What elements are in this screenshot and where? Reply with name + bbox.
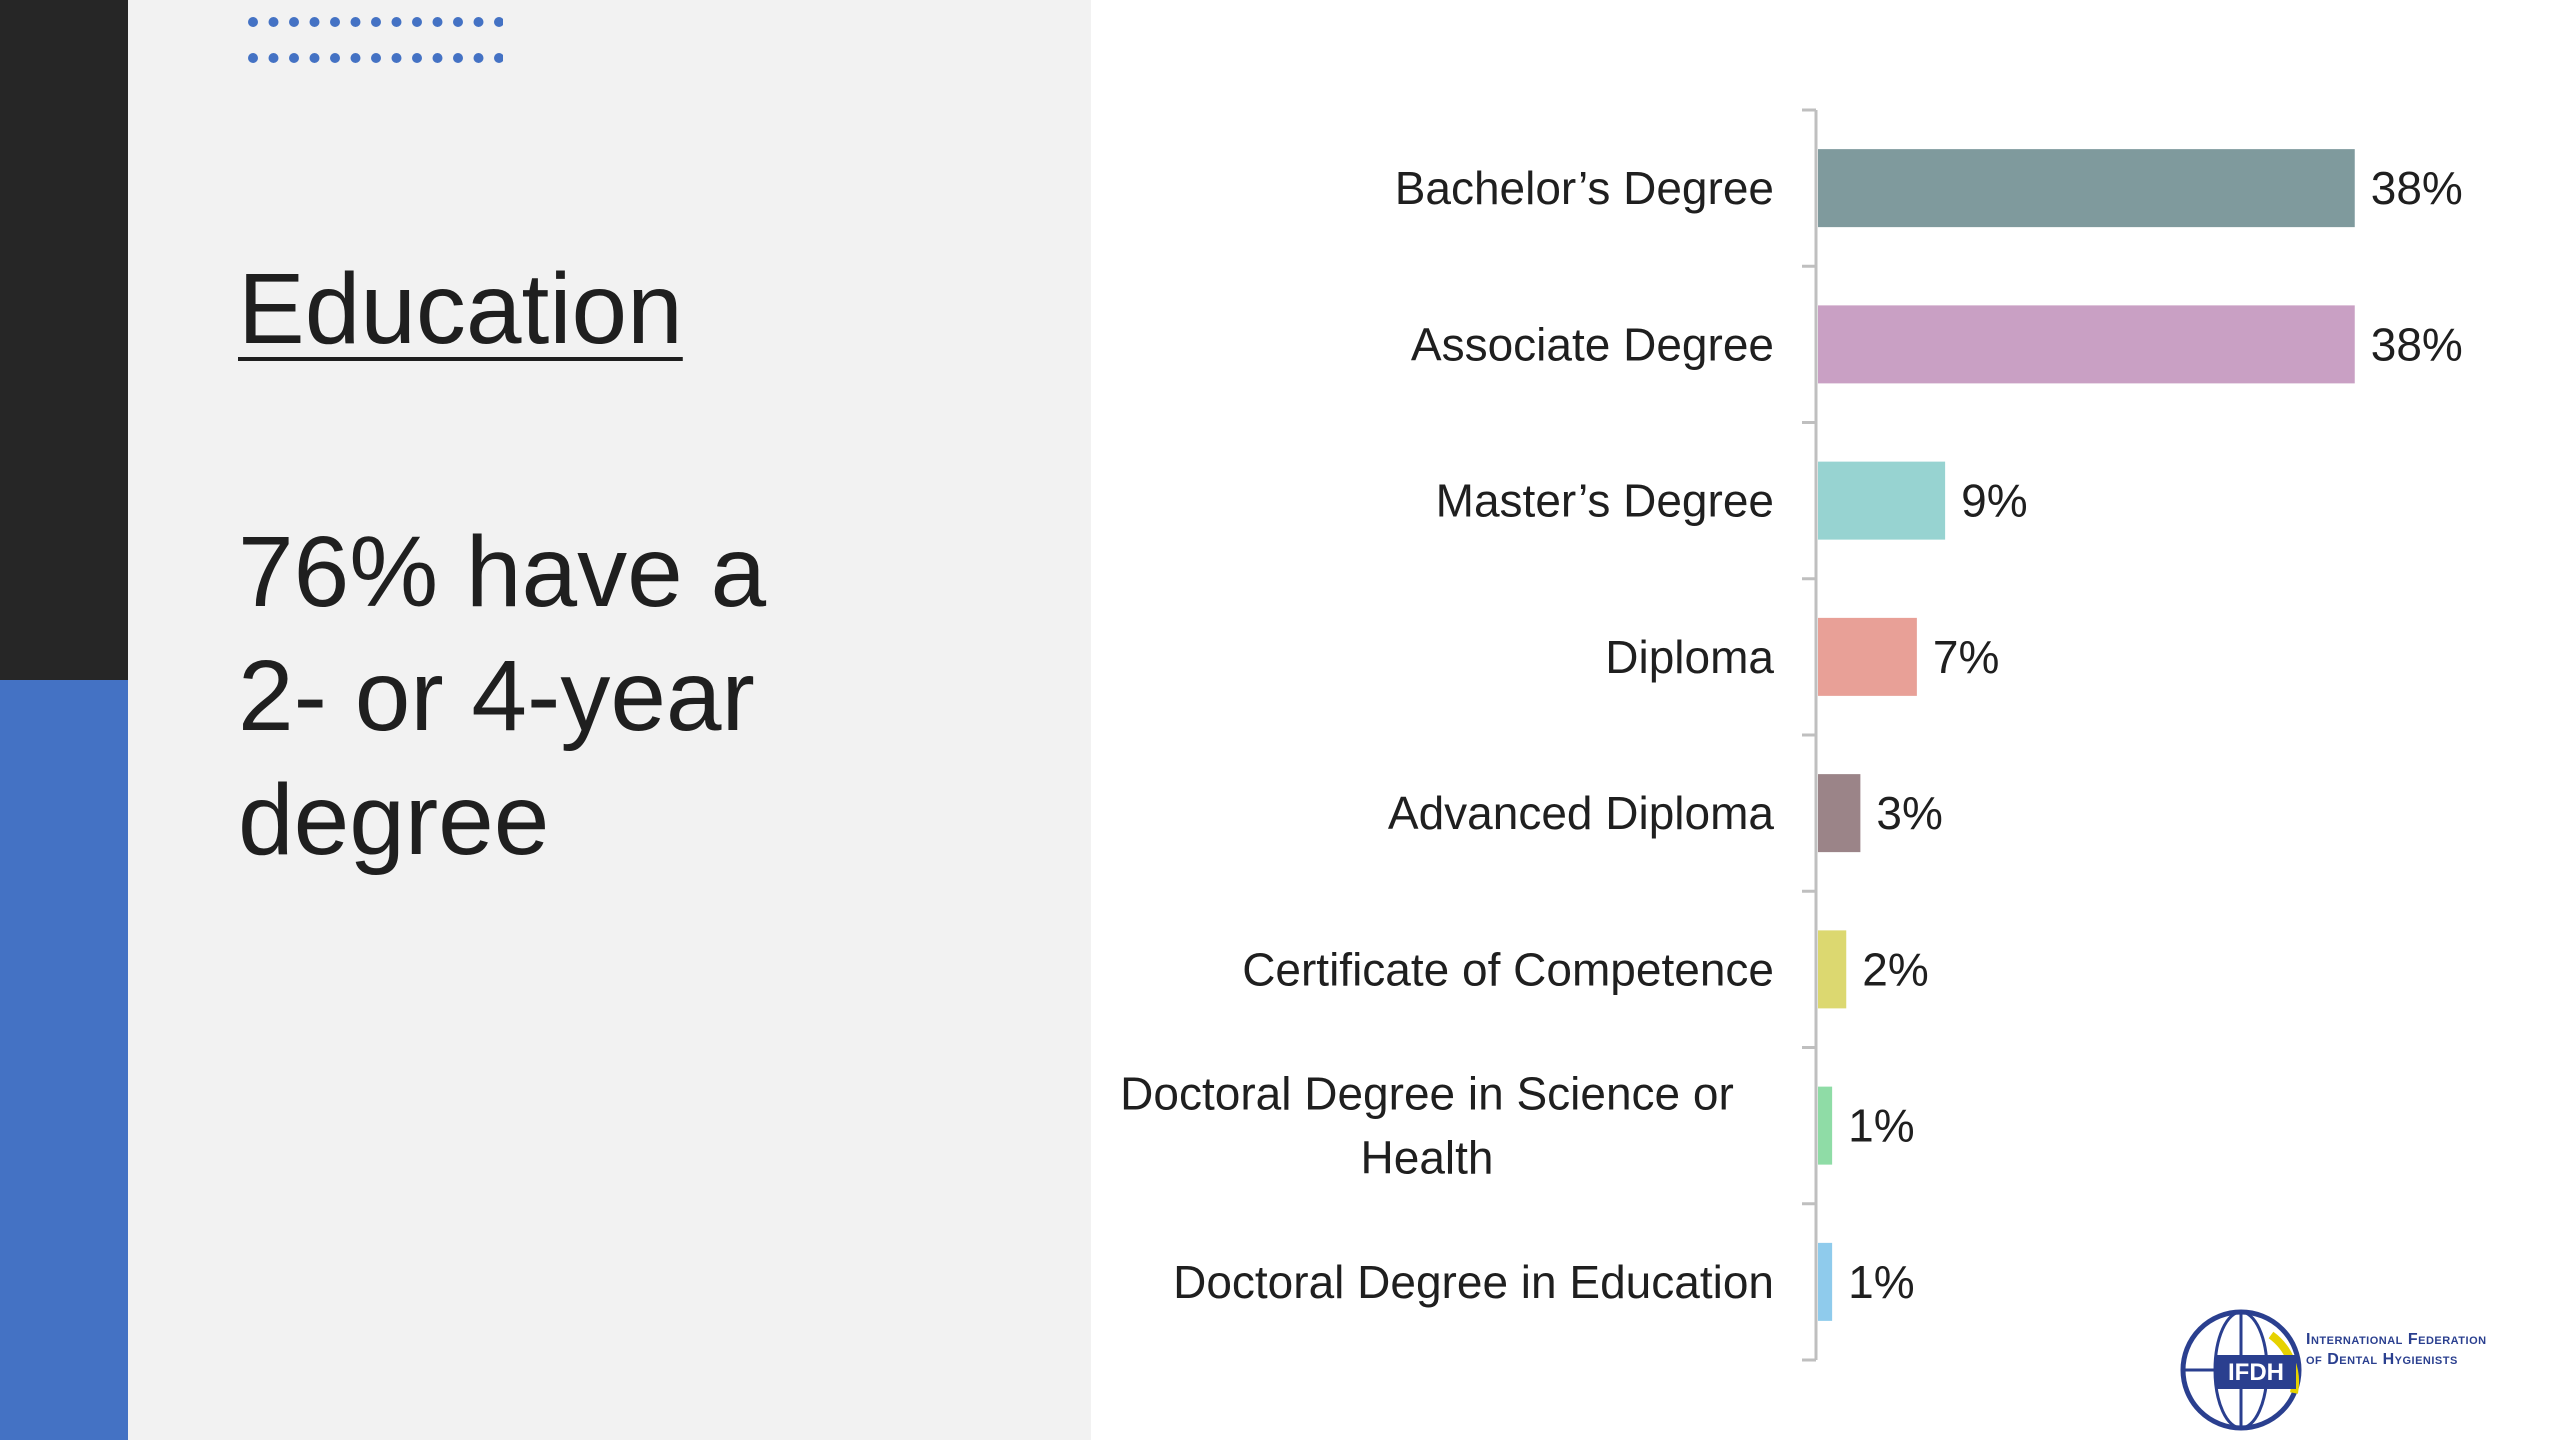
category-label: Doctoral Degree in Science or [1120, 1068, 1734, 1120]
decorative-dot [289, 17, 299, 27]
decorative-dot [453, 53, 463, 63]
subtitle-line: degree [238, 764, 550, 876]
category-label: Associate Degree [1411, 318, 1774, 370]
data-label: 1% [1848, 1100, 1914, 1152]
bar [1818, 1242, 1833, 1321]
logo-line-2: of Dental Hygienists [2306, 1351, 2458, 1368]
ifdh-logo: IFDH [2180, 1309, 2302, 1431]
decorative-dot [391, 53, 402, 63]
decorative-dot [412, 17, 422, 27]
decorative-dot [412, 53, 422, 63]
bar [1818, 305, 2355, 384]
decorative-dot [494, 53, 503, 63]
category-label: Health [1361, 1132, 1494, 1184]
decorative-dot [371, 17, 381, 27]
data-label: 38% [2371, 162, 2463, 214]
decorative-dot [494, 17, 503, 27]
logo-line-1: International Federation [2306, 1331, 2487, 1348]
category-label: Bachelor’s Degree [1395, 162, 1774, 214]
decorative-dot [350, 53, 361, 63]
decorative-dot [350, 17, 361, 27]
data-label: 1% [1848, 1256, 1914, 1308]
decorative-dot [309, 53, 320, 63]
decorative-dot [289, 53, 299, 63]
bar [1818, 149, 2355, 228]
category-label: Diploma [1605, 631, 1774, 683]
sidebar-dark-block [0, 0, 128, 680]
slide-title: Education [238, 253, 683, 365]
decorative-dot [453, 17, 463, 27]
data-label: 38% [2371, 318, 2463, 370]
sidebar-blue-block [0, 680, 128, 1440]
decorative-dot [391, 17, 402, 27]
decorative-dot [248, 53, 258, 63]
decorative-dot [330, 53, 340, 63]
category-label: Master’s Degree [1436, 475, 1774, 527]
subtitle-line: 76% have a [238, 516, 767, 628]
decorative-dot [248, 17, 258, 27]
logo-mark: IFDH [2228, 1359, 2284, 1386]
category-label: Certificate of Competence [1242, 943, 1774, 995]
left-panel [128, 0, 1091, 1440]
education-bar-chart: 38% Bachelor’s Degree 38% Associate Degree 9… [1120, 108, 2463, 1362]
bar [1818, 461, 1946, 540]
decorative-dots [248, 17, 503, 63]
data-label: 3% [1876, 787, 1942, 839]
decorative-dot [309, 17, 320, 27]
slide-subtitle: 76% have a 2- or 4-year degree [238, 510, 766, 882]
category-label: Advanced Diploma [1388, 787, 1775, 839]
decorative-dot [432, 17, 443, 27]
bar [1818, 617, 1917, 696]
decorative-dot [330, 17, 340, 27]
logo-text: International Federation of Dental Hygie… [2306, 1330, 2487, 1370]
data-label: 2% [1862, 943, 1928, 995]
decorative-dot [371, 53, 381, 63]
decorative-dot [268, 17, 279, 27]
data-label: 7% [1933, 631, 1999, 683]
bar [1818, 930, 1847, 1009]
decorative-dot [268, 53, 279, 63]
decorative-dot [432, 53, 443, 63]
bar [1818, 774, 1861, 853]
decorative-dot [473, 17, 484, 27]
bar [1818, 1086, 1833, 1165]
subtitle-line: 2- or 4-year [238, 640, 755, 752]
data-label: 9% [1961, 475, 2027, 527]
category-label: Doctoral Degree in Education [1173, 1256, 1774, 1308]
decorative-dot [473, 53, 484, 63]
